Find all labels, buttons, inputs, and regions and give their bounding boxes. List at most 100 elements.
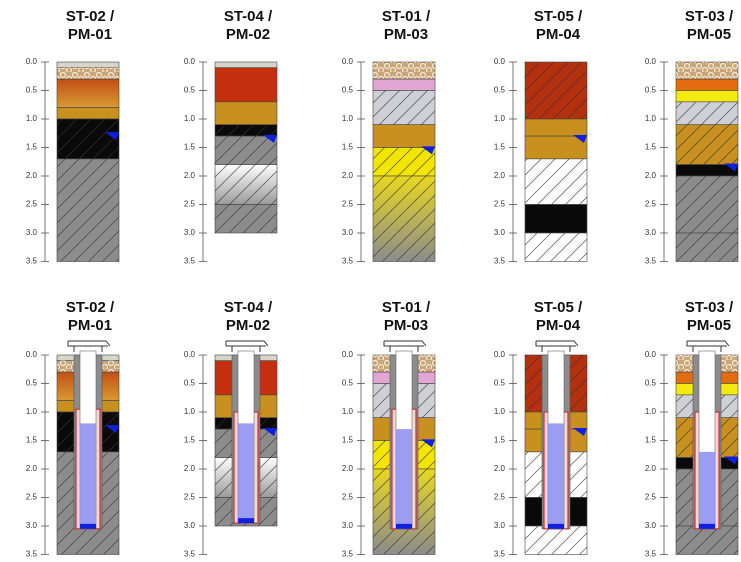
soil-layer (675, 78, 739, 91)
layer-pattern (676, 233, 738, 262)
log-title: PM-04 (536, 317, 581, 334)
depth-label: 0.0 (26, 57, 38, 66)
depth-label: 3.0 (184, 521, 196, 530)
water-level (724, 456, 738, 465)
soil-layer (524, 135, 588, 160)
depth-label: 3.5 (645, 550, 657, 559)
soil-layer (372, 78, 436, 91)
depth-label: 0.0 (342, 57, 354, 66)
depth-label: 1.5 (494, 436, 506, 445)
well-plug (238, 518, 254, 524)
log-title: PM-04 (536, 26, 581, 43)
log-title: ST-02 / (66, 8, 115, 25)
depth-label: 2.5 (494, 493, 506, 502)
layer-pattern (525, 526, 587, 555)
depth-label: 1.5 (494, 143, 506, 152)
log-title: PM-01 (68, 317, 112, 334)
well-plug (80, 523, 96, 529)
layer-pattern (57, 119, 119, 159)
depth-label: 1.5 (26, 143, 38, 152)
depth-label: 0.5 (342, 86, 354, 95)
depth-label: 0.5 (494, 86, 506, 95)
depth-label: 2.0 (342, 171, 354, 180)
layer-pattern (525, 158, 587, 205)
well-cap (67, 340, 111, 352)
depth-label: 1.5 (342, 143, 354, 152)
depth-label: 2.5 (184, 200, 196, 209)
depth-label: 0.5 (645, 86, 657, 95)
water-level (263, 134, 277, 143)
layer-pattern (215, 164, 277, 205)
depth-label: 2.5 (645, 200, 657, 209)
depth-label: 3.0 (494, 521, 506, 530)
soil-layer (214, 61, 278, 68)
depth-label: 0.5 (184, 379, 196, 388)
depth-label: 1.0 (26, 114, 38, 123)
well-water (80, 423, 96, 529)
layer-pattern (57, 158, 119, 262)
depth-label: 1.5 (184, 143, 196, 152)
depth-label: 0.0 (645, 350, 657, 359)
depth-label: 2.0 (26, 464, 38, 473)
depth-label: 3.5 (342, 257, 354, 266)
well-cap (225, 340, 269, 352)
well-cap (383, 340, 427, 352)
layer-pattern (373, 176, 435, 262)
well-cap (535, 340, 579, 352)
depth-label: 1.5 (645, 436, 657, 445)
depth-label: 3.5 (26, 550, 38, 559)
water-level (105, 132, 119, 141)
depth-label: 3.0 (342, 228, 354, 237)
depth-label: 1.5 (184, 436, 196, 445)
soil-layer (524, 204, 588, 234)
log-title: ST-03 / (685, 299, 734, 316)
depth-label: 0.0 (494, 350, 506, 359)
layer-pattern (676, 62, 738, 80)
depth-label: 2.0 (494, 464, 506, 473)
depth-label: 3.0 (494, 228, 506, 237)
log-title: ST-04 / (224, 299, 273, 316)
soil-layer (214, 101, 278, 126)
depth-label: 2.5 (26, 493, 38, 502)
depth-label: 1.0 (645, 114, 657, 123)
depth-label: 2.0 (184, 171, 196, 180)
depth-label: 1.5 (645, 143, 657, 152)
log-title: ST-03 / (685, 8, 734, 25)
water-level (724, 163, 738, 172)
log-title: ST-01 / (382, 8, 431, 25)
log-title: PM-03 (384, 317, 428, 334)
water-level (573, 134, 587, 143)
depth-label: 1.0 (26, 407, 38, 416)
depth-label: 1.0 (342, 114, 354, 123)
depth-label: 2.0 (26, 171, 38, 180)
soil-layer (56, 107, 120, 120)
depth-label: 2.0 (494, 171, 506, 180)
depth-label: 3.5 (645, 257, 657, 266)
log-title: PM-05 (687, 317, 731, 334)
well-cap (686, 340, 730, 352)
depth-label: 0.5 (26, 379, 38, 388)
depth-label: 1.0 (494, 114, 506, 123)
depth-label: 3.5 (342, 550, 354, 559)
layer-pattern (215, 204, 277, 233)
soil-layer (524, 118, 588, 137)
depth-label: 0.5 (184, 86, 196, 95)
well-water (238, 423, 254, 524)
depth-label: 0.5 (342, 379, 354, 388)
depth-label: 0.0 (645, 57, 657, 66)
depth-label: 1.5 (342, 436, 354, 445)
depth-label: 0.0 (184, 57, 196, 66)
depth-label: 0.0 (342, 350, 354, 359)
depth-label: 0.0 (494, 57, 506, 66)
depth-label: 1.0 (645, 407, 657, 416)
depth-label: 2.5 (342, 200, 354, 209)
depth-label: 2.0 (645, 171, 657, 180)
layer-pattern (215, 124, 277, 137)
log-title: PM-03 (384, 26, 428, 43)
depth-label: 3.5 (184, 257, 196, 266)
soil-layer (675, 90, 739, 103)
layer-pattern (215, 136, 277, 165)
well-plug (548, 523, 564, 529)
